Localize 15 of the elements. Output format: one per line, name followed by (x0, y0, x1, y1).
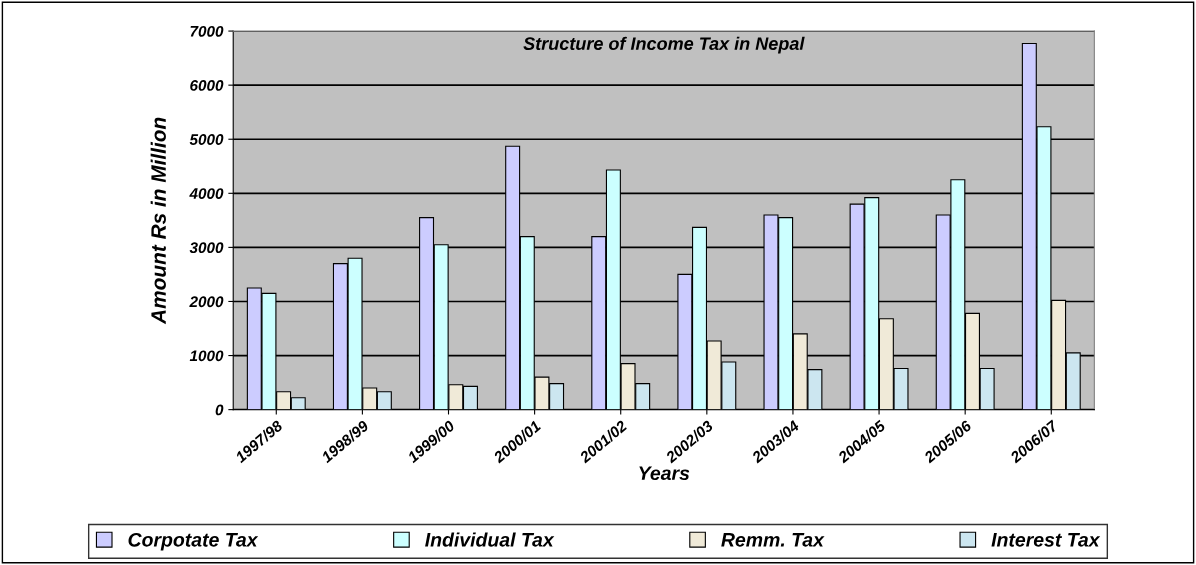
y-tick-label: 0 (215, 404, 224, 416)
legend-label: Remm. Tax (721, 533, 825, 547)
y-tick-label: 4000 (189, 188, 224, 199)
y-tick-label: 1000 (189, 350, 224, 362)
legend-label: Corpotate Tax (128, 532, 259, 551)
y-tick-label: 6000 (190, 80, 224, 91)
y-axis-title: Amount Rs in Million (150, 117, 166, 325)
y-tick-label: 2000 (189, 296, 224, 308)
x-axis-title: Years (639, 466, 690, 481)
y-tick-label: 5000 (189, 134, 224, 145)
chart-title: Structure of Income Tax in Nepal (523, 36, 805, 54)
y-tick-label: 3000 (189, 242, 224, 254)
y-tick-label: 7000 (190, 25, 224, 37)
legend-label: Individual Tax (425, 532, 555, 547)
legend-label: Interest Tax (991, 533, 1101, 547)
